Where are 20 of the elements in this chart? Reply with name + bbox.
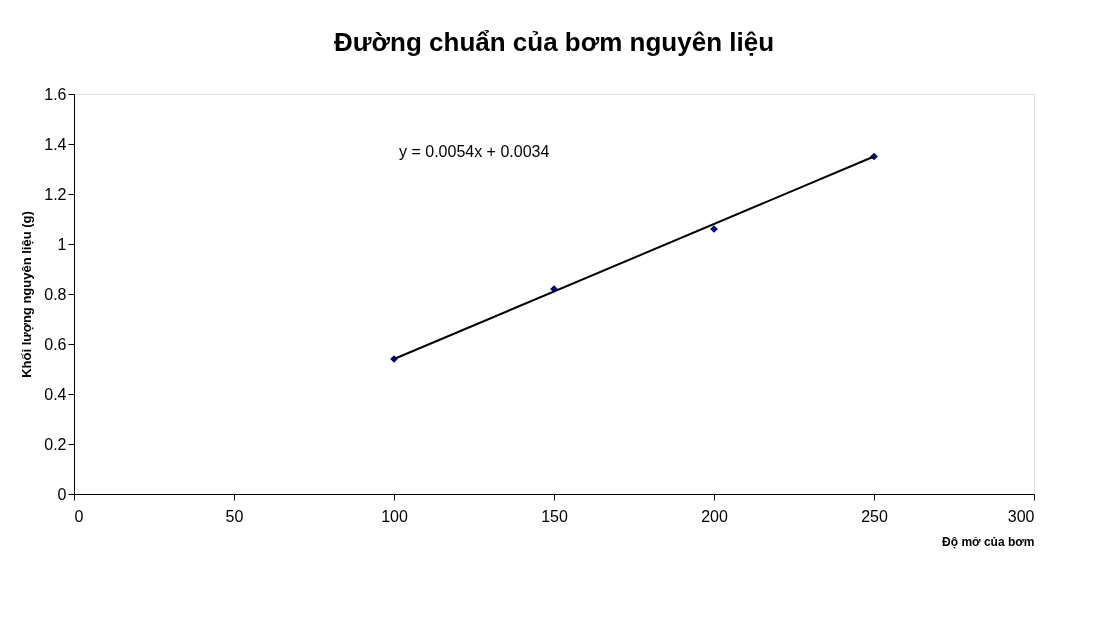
y-axis-title: Khối lượng nguyên liệu (g): [19, 211, 35, 378]
y-tick-label: 1.6: [44, 85, 67, 103]
y-tick-label: 0.2: [44, 435, 67, 453]
x-tick-label: 50: [225, 507, 244, 525]
annotation: y = 0.0054x + 0.0034: [399, 143, 550, 160]
y-tick-label: 1: [57, 235, 67, 253]
y-tick-label: 0.4: [44, 385, 67, 403]
y-tick-label: 0.6: [44, 335, 67, 353]
y-tick-label: 0.8: [44, 285, 67, 303]
x-tick-label: 0: [74, 507, 84, 525]
x-axis-title: Độ mở của bơm: [942, 534, 1035, 549]
x-tick-label: 300: [1007, 507, 1035, 525]
x-tick-label: 250: [861, 507, 888, 525]
chart-title: Đường chuẩn của bơm nguyên liệu: [333, 27, 775, 57]
y-tick-label: 0: [57, 485, 67, 503]
x-tick-label: 150: [541, 507, 568, 525]
x-tick-label: 200: [701, 507, 728, 525]
y-tick-label: 1.4: [44, 135, 67, 153]
x-tick-label: 100: [381, 507, 408, 525]
y-tick-label: 1.2: [44, 185, 67, 203]
